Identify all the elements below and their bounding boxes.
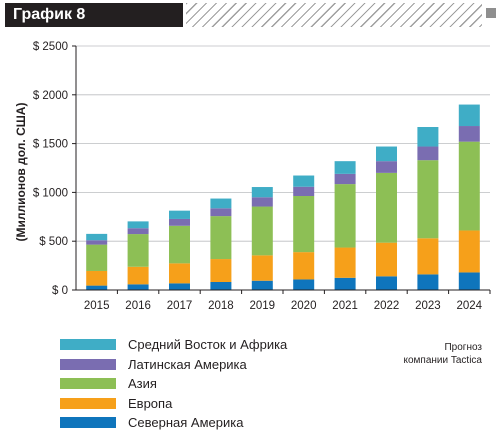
- chart-number-title: График 8: [13, 6, 86, 23]
- y-axis-title: (Миллионов дол. США): [14, 103, 28, 242]
- bar-segment: [293, 279, 315, 290]
- bar-segment: [251, 255, 273, 281]
- bar-segment: [293, 175, 315, 187]
- bar-segment: [210, 208, 232, 217]
- bar-segment: [210, 198, 232, 209]
- bar-segment: [86, 240, 108, 245]
- bar-segment: [169, 283, 190, 290]
- bar-segment: [376, 242, 397, 277]
- bar-segment: [210, 259, 232, 282]
- legend-label: Латинская Америка: [128, 356, 247, 372]
- x-tick-label: 2021: [332, 300, 358, 312]
- bar-segment: [417, 146, 439, 161]
- bar-segment: [417, 274, 439, 290]
- legend-swatch: [60, 417, 116, 428]
- legend-label: Северная Америка: [128, 415, 244, 430]
- bar-segment: [417, 127, 439, 147]
- legend-swatch: [60, 339, 116, 350]
- x-tick-label: 2015: [84, 300, 110, 312]
- x-tick-label: 2016: [125, 300, 151, 312]
- bar-segment: [251, 187, 273, 198]
- bar-segment: [334, 277, 356, 290]
- bar-segment: [169, 210, 190, 219]
- bar-segment: [458, 141, 480, 231]
- stacked-bar-chart: $ 0 $ 500 $ 1000 $ 1500 $ 2000 $ 2500 2015 2016…: [14, 41, 491, 312]
- bar-segment: [376, 146, 397, 162]
- x-tick-label: 2020: [291, 300, 317, 312]
- bar-segment: [169, 263, 190, 284]
- legend-swatch: [60, 378, 116, 389]
- bar-segment: [127, 228, 149, 235]
- legend-label: Европа: [128, 395, 173, 411]
- bar-segment: [251, 280, 273, 290]
- bar-segment: [169, 225, 190, 264]
- forecast-note: Прогноз компании Tactica: [403, 342, 483, 366]
- x-tick-label: 2022: [374, 300, 400, 312]
- bar-segment: [376, 161, 397, 173]
- bar-segment: [458, 126, 480, 142]
- y-tick-label: $ 2000: [33, 90, 68, 102]
- bar-segment: [251, 197, 273, 207]
- bar-segment: [376, 172, 397, 243]
- axes: $ 0 $ 500 $ 1000 $ 1500 $ 2000 $ 2500 2015 2016…: [33, 41, 491, 312]
- bar-segment: [86, 244, 108, 271]
- y-tick-label: $ 500: [39, 236, 68, 248]
- bar-segment: [293, 196, 315, 253]
- bar-segment: [127, 221, 149, 229]
- bar-segment: [127, 284, 149, 290]
- bar-segment: [210, 216, 232, 260]
- legend-label: Средний Восток и Африка: [128, 337, 288, 352]
- x-tick-label: 2019: [250, 300, 276, 312]
- x-tick-label: 2024: [457, 300, 483, 312]
- bar-segment: [334, 173, 356, 185]
- bar-segment: [458, 272, 480, 290]
- x-tick-label: 2018: [208, 300, 234, 312]
- bar-segment: [458, 230, 480, 273]
- legend-swatch: [60, 358, 116, 370]
- chart-header: График 8: [5, 3, 183, 27]
- legend-label: Азия: [128, 376, 157, 391]
- y-tick-label: $ 1500: [33, 139, 68, 151]
- bar-segment: [458, 104, 480, 127]
- bars: [86, 104, 480, 290]
- bar-segment: [251, 206, 273, 256]
- bar-segment: [334, 184, 356, 248]
- bar-segment: [417, 238, 439, 275]
- x-tick-label: 2017: [167, 300, 193, 312]
- y-tick-label: $ 1000: [33, 187, 68, 199]
- y-tick-label: $ 0: [52, 285, 68, 297]
- bar-segment: [293, 252, 315, 280]
- bar-segment: [86, 270, 108, 286]
- legend-swatch: [60, 397, 116, 409]
- bar-segment: [127, 234, 149, 267]
- bar-segment: [334, 161, 356, 174]
- header-corner-square: [486, 8, 496, 18]
- y-tick-label: $ 2500: [33, 41, 68, 53]
- bar-segment: [210, 281, 232, 290]
- bar-segment: [86, 285, 108, 290]
- x-tick-label: 2023: [415, 300, 441, 312]
- bar-segment: [169, 218, 190, 226]
- bar-segment: [293, 186, 315, 197]
- bar-segment: [376, 276, 397, 290]
- bar-segment: [334, 247, 356, 278]
- bar-segment: [127, 266, 149, 285]
- bar-segment: [417, 160, 439, 239]
- bar-segment: [86, 233, 108, 241]
- header-hatch-decoration: [186, 3, 482, 27]
